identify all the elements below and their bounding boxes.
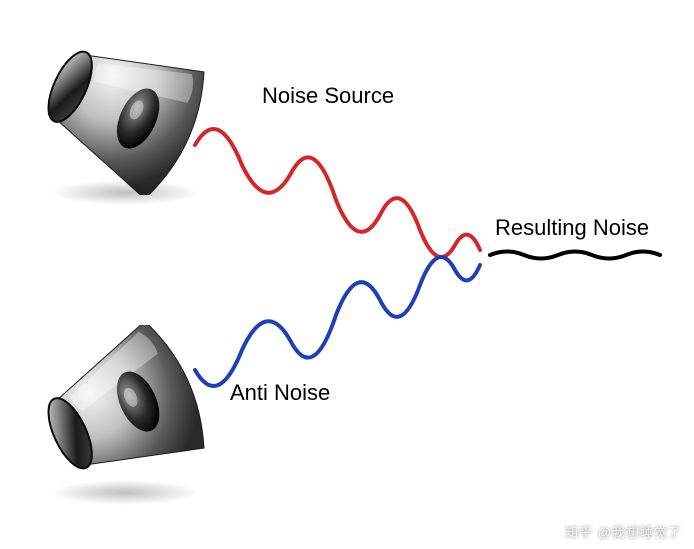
label-noise-source: Noise Source [262,83,394,109]
noise-source-wave [195,129,480,257]
label-resulting-noise: Resulting Noise [495,215,649,241]
resulting-wave [490,252,660,259]
speaker-icon [30,325,210,495]
noise-cancellation-diagram: Noise Source Anti Noise Resulting Noise … [0,0,694,549]
speaker-shadow [50,480,200,505]
watermark: 知乎 @我想睡觉了 [565,522,682,541]
speaker-anti-noise [30,325,210,495]
anti-noise-wave [195,257,480,386]
speaker-noise-source [30,25,210,195]
speaker-shadow [50,180,200,205]
speaker-icon [30,25,210,195]
label-anti-noise: Anti Noise [230,380,330,406]
